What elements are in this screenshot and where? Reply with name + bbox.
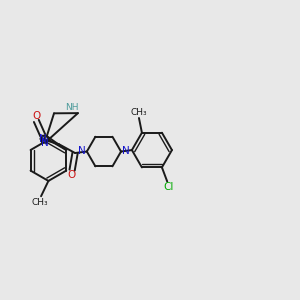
Text: O: O <box>32 111 41 121</box>
Text: N: N <box>78 146 86 156</box>
Text: N: N <box>41 138 49 148</box>
Text: CH₃: CH₃ <box>32 198 49 207</box>
Text: O: O <box>68 170 76 180</box>
Text: Cl: Cl <box>164 182 174 192</box>
Text: CH₃: CH₃ <box>130 108 147 117</box>
Text: NH: NH <box>65 103 78 112</box>
Text: N: N <box>122 146 130 156</box>
Text: N: N <box>39 134 46 144</box>
